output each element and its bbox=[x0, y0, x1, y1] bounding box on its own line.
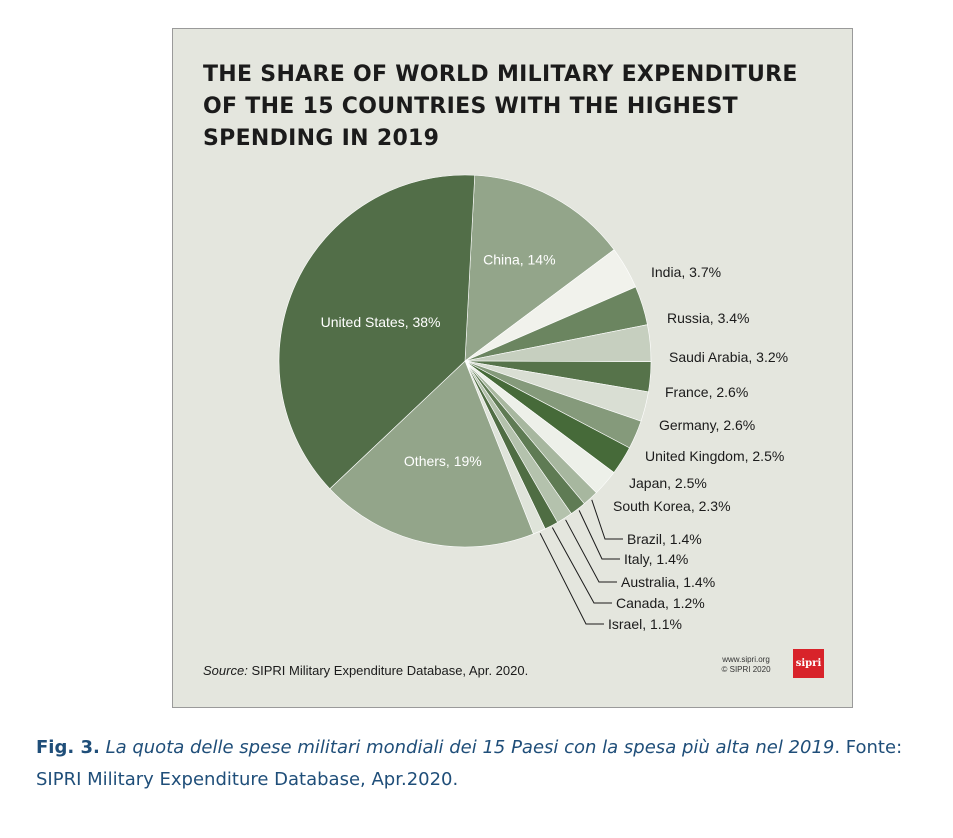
slice-label: Brazil, 1.4% bbox=[627, 531, 702, 547]
slice-label: Israel, 1.1% bbox=[608, 616, 682, 632]
source-note: Source: SIPRI Military Expenditure Datab… bbox=[203, 663, 528, 678]
pie-slice-china bbox=[464, 174, 615, 362]
slice-label: France, 2.6% bbox=[665, 384, 748, 400]
leader-line bbox=[539, 533, 604, 625]
slice-label: Canada, 1.2% bbox=[616, 595, 705, 611]
slice-label: United Kingdom, 2.5% bbox=[645, 448, 784, 464]
slice-label: India, 3.7% bbox=[651, 264, 721, 280]
slice-label: United States, 38% bbox=[321, 314, 441, 330]
slice-label: China, 14% bbox=[483, 251, 555, 267]
pie-slice-others bbox=[329, 360, 534, 548]
leader-line bbox=[551, 527, 612, 604]
slice-label: Others, 19% bbox=[404, 453, 482, 469]
sipri-url: www.sipri.org bbox=[722, 655, 770, 664]
figure-caption: Fig. 3. La quota delle spese militari mo… bbox=[36, 732, 926, 796]
chart-panel: THE SHARE OF WORLD MILITARY EXPENDITURE … bbox=[172, 28, 853, 708]
slice-label: Saudi Arabia, 3.2% bbox=[669, 349, 788, 365]
leader-line bbox=[565, 519, 617, 583]
slice-label: Russia, 3.4% bbox=[667, 310, 749, 326]
pie-chart: China, 14% India, 3.7% Russia, 3.4% Saudi A… bbox=[278, 174, 788, 632]
slice-label: Germany, 2.6% bbox=[659, 417, 755, 433]
slice-label: South Korea, 2.3% bbox=[613, 498, 731, 514]
caption-tail: . Fonte: SIPRI Military Expenditure Data… bbox=[36, 737, 903, 790]
slice-label: Italy, 1.4% bbox=[624, 551, 688, 567]
leader-line bbox=[591, 499, 623, 540]
sipri-logo: sipri bbox=[793, 649, 824, 678]
chart-title: THE SHARE OF WORLD MILITARY EXPENDITURE … bbox=[203, 62, 798, 151]
source-text: SIPRI Military Expenditure Database, Apr… bbox=[251, 663, 529, 678]
sipri-copyright: © SIPRI 2020 bbox=[721, 665, 771, 674]
sipri-url-block: www.sipri.org © SIPRI 2020 bbox=[701, 655, 791, 675]
source-prefix: Source: bbox=[203, 663, 248, 678]
slice-label: Japan, 2.5% bbox=[629, 475, 707, 491]
slice-label: Australia, 1.4% bbox=[621, 574, 715, 590]
caption-fig-number: Fig. 3. bbox=[36, 737, 100, 758]
caption-italic: La quota delle spese militari mondiali d… bbox=[105, 737, 835, 758]
leader-line bbox=[578, 510, 620, 560]
pie-slice-united-states bbox=[278, 174, 476, 490]
